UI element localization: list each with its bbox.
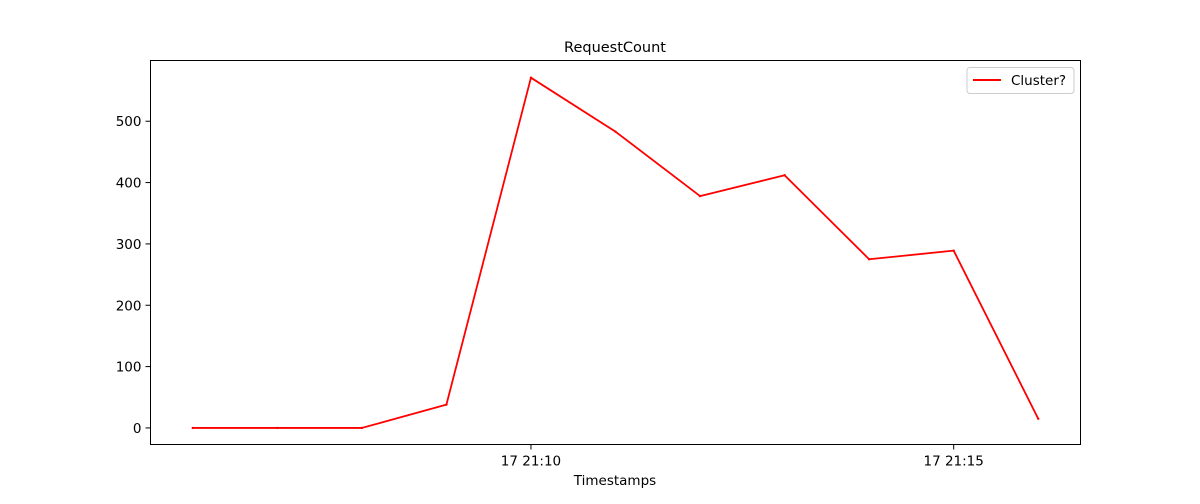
series-line-0 bbox=[192, 76, 1040, 429]
data-point bbox=[698, 194, 702, 198]
y-axis: 0 100 200 300 400 500 bbox=[116, 114, 151, 437]
data-point bbox=[867, 258, 871, 261]
y-tick-label: 400 bbox=[116, 176, 142, 192]
data-point bbox=[952, 249, 955, 252]
y-tick-label: 200 bbox=[116, 298, 142, 314]
x-tick-label: 17 21:15 bbox=[923, 454, 983, 470]
legend-label: Cluster? bbox=[1011, 73, 1066, 89]
data-point bbox=[614, 130, 617, 133]
y-tick-label: 100 bbox=[116, 360, 142, 376]
legend: Cluster? bbox=[966, 67, 1075, 94]
data-point bbox=[529, 76, 533, 79]
plot-frame bbox=[150, 60, 1081, 445]
data-point bbox=[783, 174, 786, 177]
y-tick-label: 0 bbox=[133, 421, 142, 437]
x-tick-label: 17 21:10 bbox=[501, 454, 561, 470]
y-tick-label: 500 bbox=[116, 114, 142, 130]
legend-box bbox=[966, 67, 1075, 94]
y-tick-label: 300 bbox=[116, 237, 142, 253]
x-axis-label: Timestamps bbox=[573, 473, 656, 489]
chart-title: RequestCount bbox=[564, 40, 666, 56]
data-point bbox=[360, 426, 364, 430]
x-axis: 17 21:10 17 21:15 bbox=[501, 444, 984, 470]
data-point bbox=[276, 426, 279, 430]
plot-area bbox=[191, 76, 1040, 430]
data-point bbox=[445, 403, 448, 406]
data-point bbox=[191, 426, 194, 430]
data-point bbox=[1037, 417, 1040, 420]
